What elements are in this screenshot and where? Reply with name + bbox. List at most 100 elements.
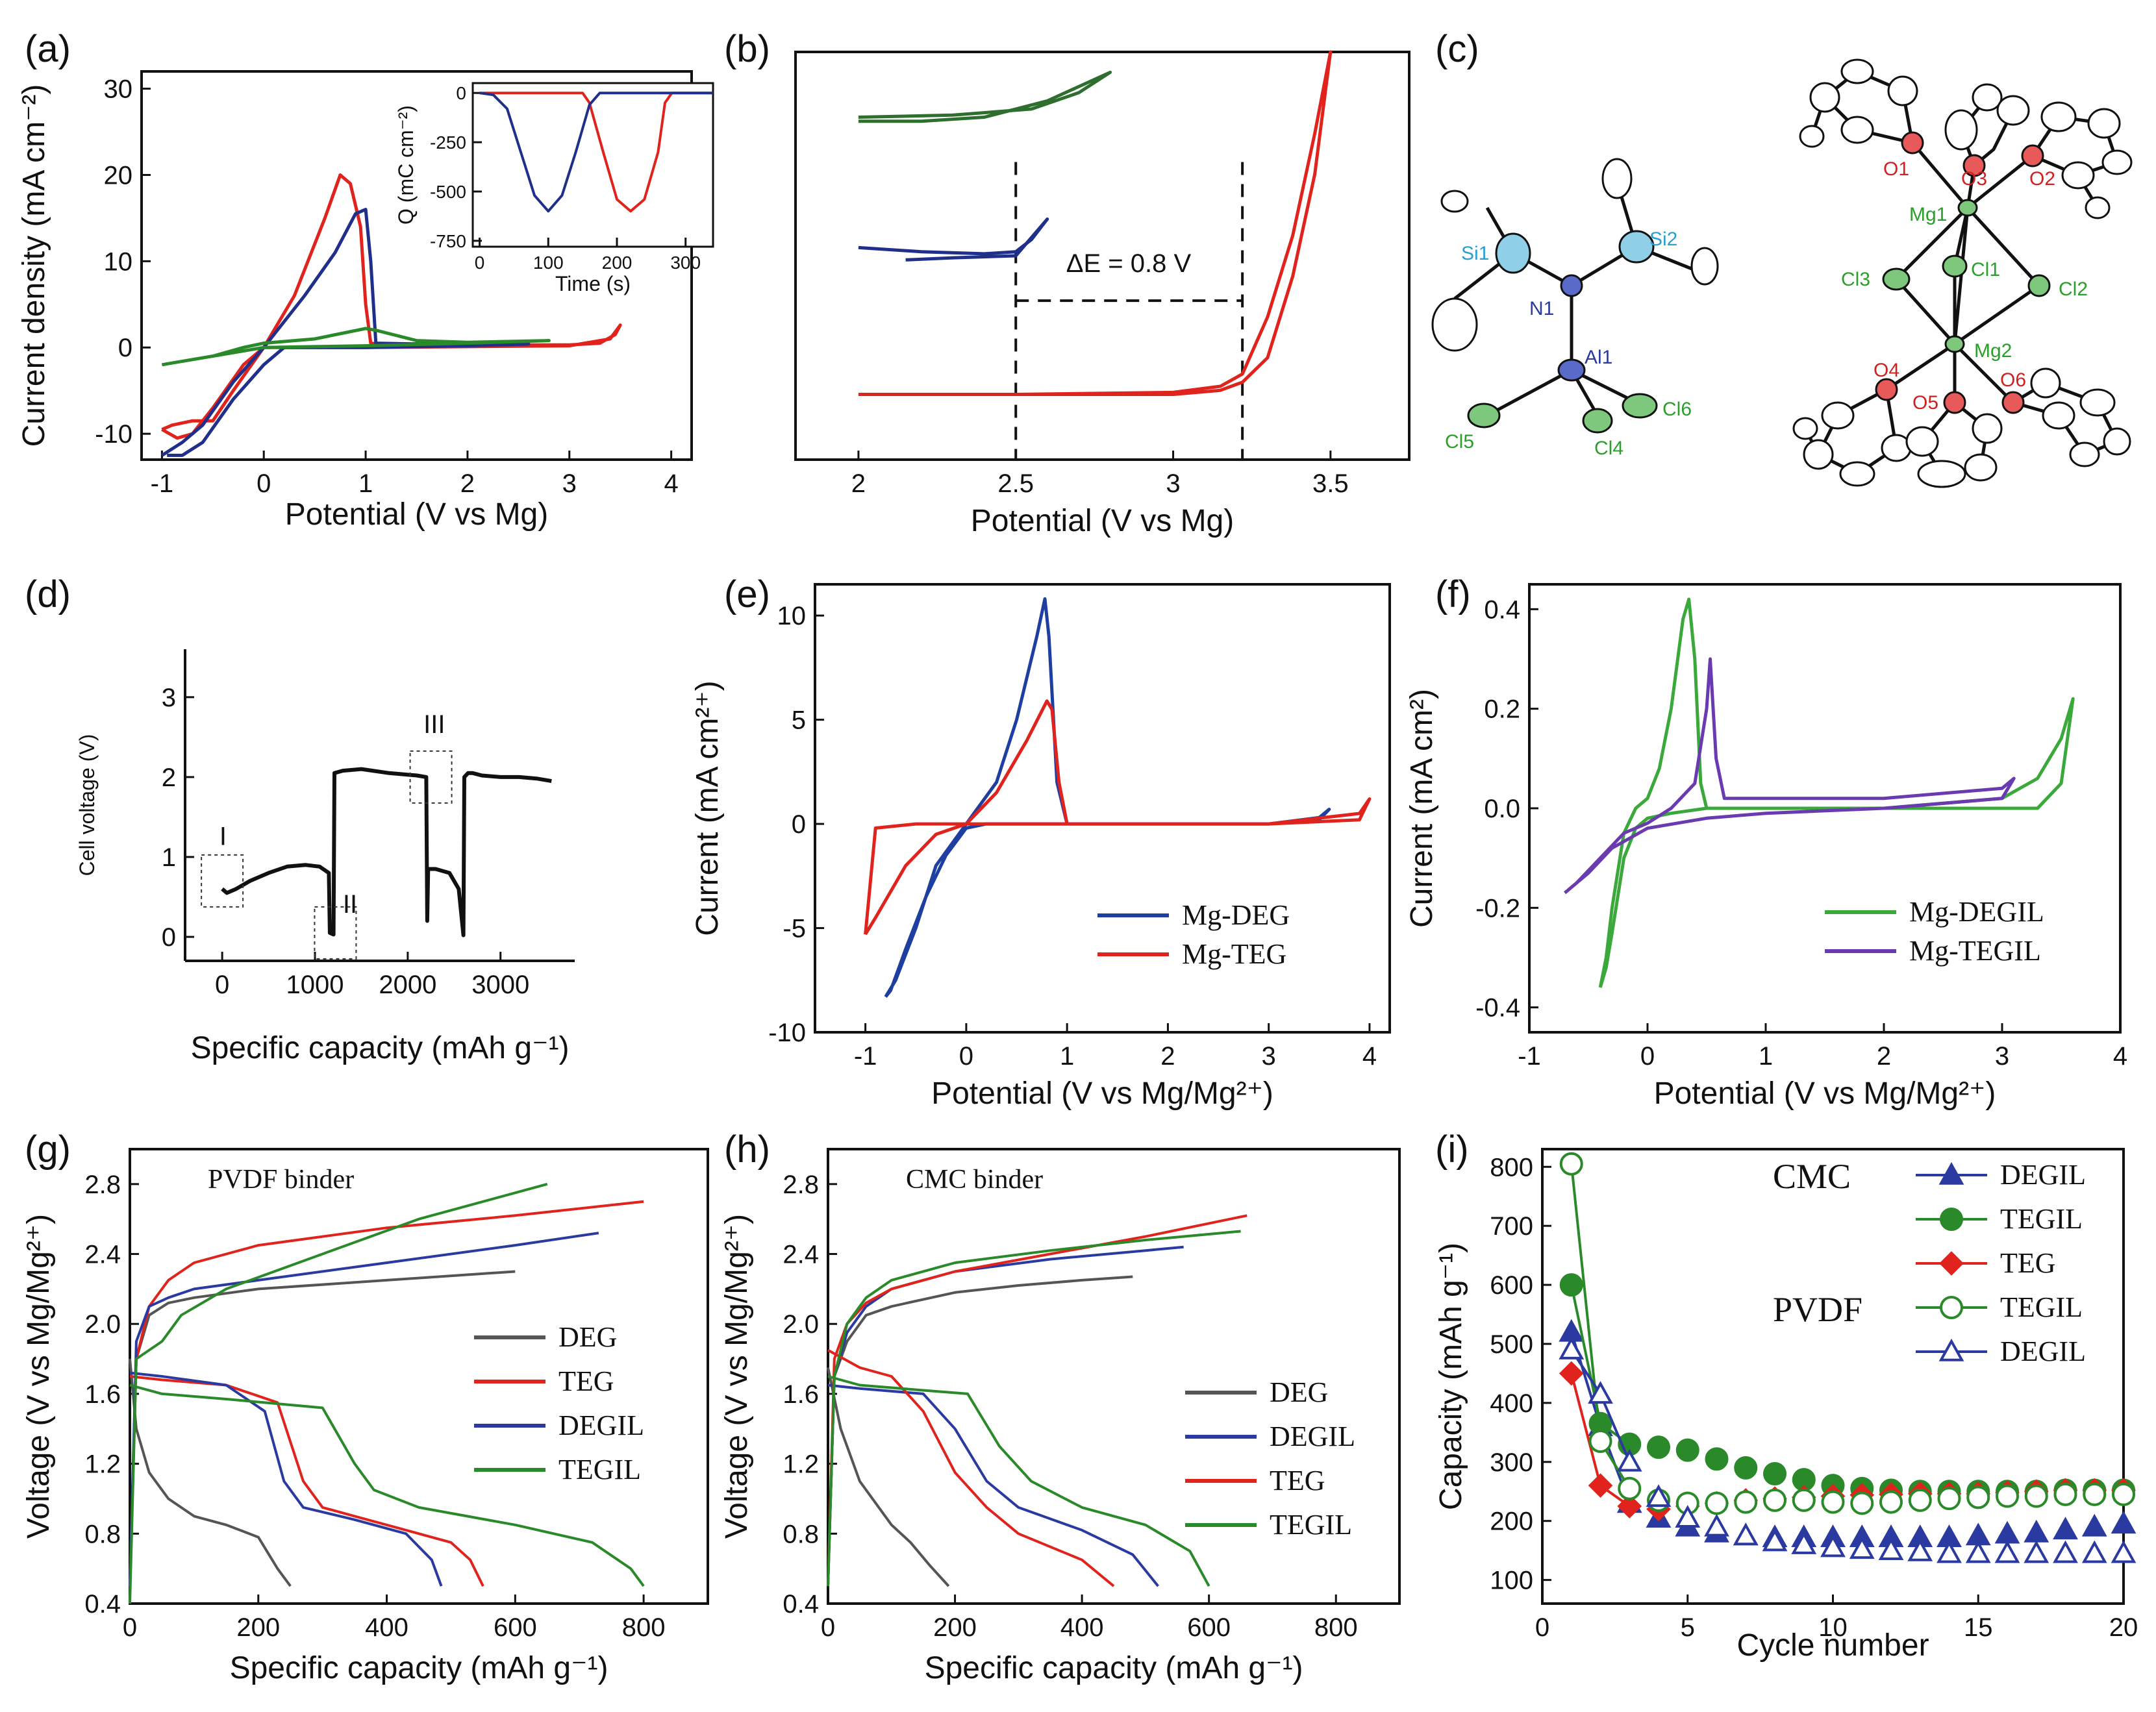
inset-series-blue (479, 92, 713, 213)
chart-e-y-tick-label: 0 (792, 810, 806, 839)
chart-h-x-tick-label: 0 (821, 1613, 835, 1642)
chart-h-y-tick-label: 2.4 (783, 1241, 819, 1269)
chart-i-point-PVDF-TEGIL (1821, 1490, 1845, 1514)
chart-h-series-DEGIL-discharge (827, 1383, 1159, 1587)
chart-a-plot-frame (140, 70, 693, 461)
inset-x-tick-label: 0 (475, 253, 485, 273)
chart-h-x-tick-label: 200 (933, 1613, 977, 1642)
chart-g: 0 200 400 600 800 0.4 0.8 1.2 1.6 2.0 2.4 2.8 Specif… (21, 1148, 709, 1685)
panel-label-b: (b) (724, 28, 770, 70)
chart-i-legend-marker (1938, 1161, 1964, 1185)
chart-i-y-tick-label: 200 (1490, 1507, 1533, 1536)
chart-i-point-CMC-TEGIL (1734, 1456, 1758, 1480)
chart-e-legend-label: Mg-DEG (1182, 899, 1290, 931)
chart-e-legend-label: Mg-TEG (1182, 938, 1286, 970)
chart-h-x-axis-label: Specific capacity (mAh g⁻¹) (925, 1651, 1303, 1685)
atom-label: O5 (1912, 392, 1938, 414)
chart-d-x-tick-label: 3000 (471, 971, 529, 999)
chart-b-x-tick-label: 3 (1166, 469, 1180, 498)
chart-i-point-PVDF-TEGIL (2053, 1482, 2077, 1506)
panel-label-e: (e) (724, 573, 770, 615)
chart-d-region-box (201, 854, 244, 908)
chart-f-y-axis-label: Current (mA cm²) (1405, 689, 1439, 928)
chart-i-legend-marker (1939, 1251, 1964, 1276)
chart-d-y-tick-label: 0 (162, 923, 176, 952)
chart-a-y-tick-label: 20 (104, 161, 133, 190)
inset-y-tick-label: -750 (430, 231, 466, 251)
chart-h-y-tick-label: 0.4 (783, 1590, 819, 1619)
chart-a-x-axis-label: Potential (V vs Mg) (285, 497, 548, 532)
chart-e-y-tick-label: -5 (783, 915, 806, 943)
atom-label: O4 (1874, 360, 1899, 381)
chart-i-y-tick-label: 600 (1490, 1271, 1533, 1300)
chart-f-y-tick-label: 0.0 (1484, 795, 1520, 823)
chart-i-y-tick-label: 400 (1490, 1389, 1533, 1418)
chart-g-x-tick-label: 200 (236, 1613, 280, 1642)
chart-i-y-tick-label: 100 (1490, 1567, 1533, 1595)
chart-d-region-label: II (343, 890, 357, 919)
chart-a-inset: 0 100 200 300 0 -250 -500 -750 Time (s) Q (mC cm⁻… (394, 82, 714, 295)
chart-e-x-tick-label: 3 (1262, 1042, 1276, 1071)
chart-i-legend-label: TEGIL (2000, 1291, 2083, 1323)
molecular-structure-left: Si1 Si2 N1 Al1 Cl4 Cl5 Cl6 (1431, 158, 1719, 459)
chart-g-x-axis-label: Specific capacity (mAh g⁻¹) (230, 1651, 608, 1685)
chart-g-plot-frame (129, 1148, 709, 1605)
chart-e-x-tick-label: -1 (854, 1042, 877, 1071)
chart-h-legend-label: TEGIL (1270, 1509, 1352, 1541)
chart-i-point-PVDF-DEGIL (1559, 1336, 1585, 1359)
atom-label: Si1 (1461, 243, 1489, 264)
chart-i-point-PVDF-TEGIL (1792, 1488, 1816, 1512)
chart-b-series-red (858, 50, 1333, 396)
chart-i-point-PVDF-TEGIL (1966, 1485, 1990, 1509)
chart-i-point-PVDF-TEGIL (1908, 1488, 1932, 1512)
chart-g-series-TEGIL-discharge (129, 1383, 645, 1587)
chart-i-point-CMC-TEGIL (1675, 1438, 1699, 1462)
inset-x-tick-label: 200 (602, 253, 633, 273)
atom-label: N1 (1529, 298, 1554, 319)
atom-label: Cl4 (1594, 438, 1623, 459)
chart-i-point-CMC-TEG (1617, 1494, 1642, 1519)
chart-d-y-tick-label: 1 (162, 843, 176, 872)
atom-label: Cl2 (2059, 279, 2088, 300)
chart-f-x-tick-label: 4 (2113, 1042, 2127, 1071)
chart-f-series-Mg-DEGIL (1598, 597, 2075, 988)
inset-x-tick-label: 100 (533, 253, 564, 273)
atom-label: O2 (2029, 168, 2055, 190)
chart-h-series-TEGIL-charge (827, 1230, 1241, 1587)
chart-f-y-tick-label: 0.4 (1484, 595, 1520, 624)
chart-i-point-PVDF-TEGIL (2083, 1482, 2107, 1506)
chart-e-y-tick-label: 10 (777, 602, 807, 630)
chart-d-region-box (314, 906, 357, 960)
chart-i-point-PVDF-DEGIL (1616, 1448, 1642, 1472)
chart-f-y-tick-label: 0.2 (1484, 695, 1520, 724)
chart-i-x-tick-label: 10 (1818, 1613, 1848, 1642)
chart-b-series-dkgreen (858, 70, 1112, 123)
chart-g-y-tick-label: 2.8 (84, 1171, 121, 1199)
chart-i-y-tick-label: 500 (1490, 1330, 1533, 1359)
chart-i-y-tick-label: 300 (1490, 1448, 1533, 1477)
chart-h-y-axis-label: Voltage (V vs Mg/Mg²⁺) (720, 1214, 754, 1539)
atom-label: O6 (2000, 369, 2026, 391)
chart-e-series-Mg-TEG (864, 699, 1372, 936)
chart-h-y-tick-label: 1.6 (783, 1380, 819, 1409)
chart-d-region-label: I (219, 823, 227, 851)
chart-h-y-tick-label: 2.8 (783, 1171, 819, 1199)
chart-i-point-PVDF-TEGIL (1996, 1484, 2019, 1508)
chart-i-legend-label: DEGIL (2000, 1159, 2086, 1191)
atom-label: Cl6 (1662, 399, 1692, 420)
chart-f-legend-label: Mg-TEGIL (1909, 935, 2041, 967)
chart-g-y-tick-label: 1.6 (84, 1380, 121, 1409)
chart-h-series-DEG-charge (827, 1275, 1133, 1587)
chart-e-series-Mg-DEG (884, 597, 1331, 998)
chart-i-point-CMC-DEGIL (2111, 1511, 2137, 1534)
atom-label: O3 (1961, 168, 1987, 190)
chart-i-x-tick-label: 0 (1535, 1613, 1549, 1642)
chart-a-series-green (161, 327, 551, 367)
chart-g-y-tick-label: 0.8 (84, 1520, 121, 1548)
chart-g-legend-label: DEGIL (558, 1409, 644, 1441)
chart-b: 2 2.5 3 3.5 Potential (V vs Mg) ΔE = 0.8 V (794, 50, 1410, 538)
chart-i-point-PVDF-DEGIL (2024, 1540, 2049, 1563)
chart-d: 0 1000 2000 3000 0 1 2 3 Specific capacity (mAh … (75, 649, 575, 1065)
chart-i-point-PVDF-DEGIL (1704, 1513, 1729, 1537)
chart-a-x-tick-label: 3 (562, 469, 577, 498)
